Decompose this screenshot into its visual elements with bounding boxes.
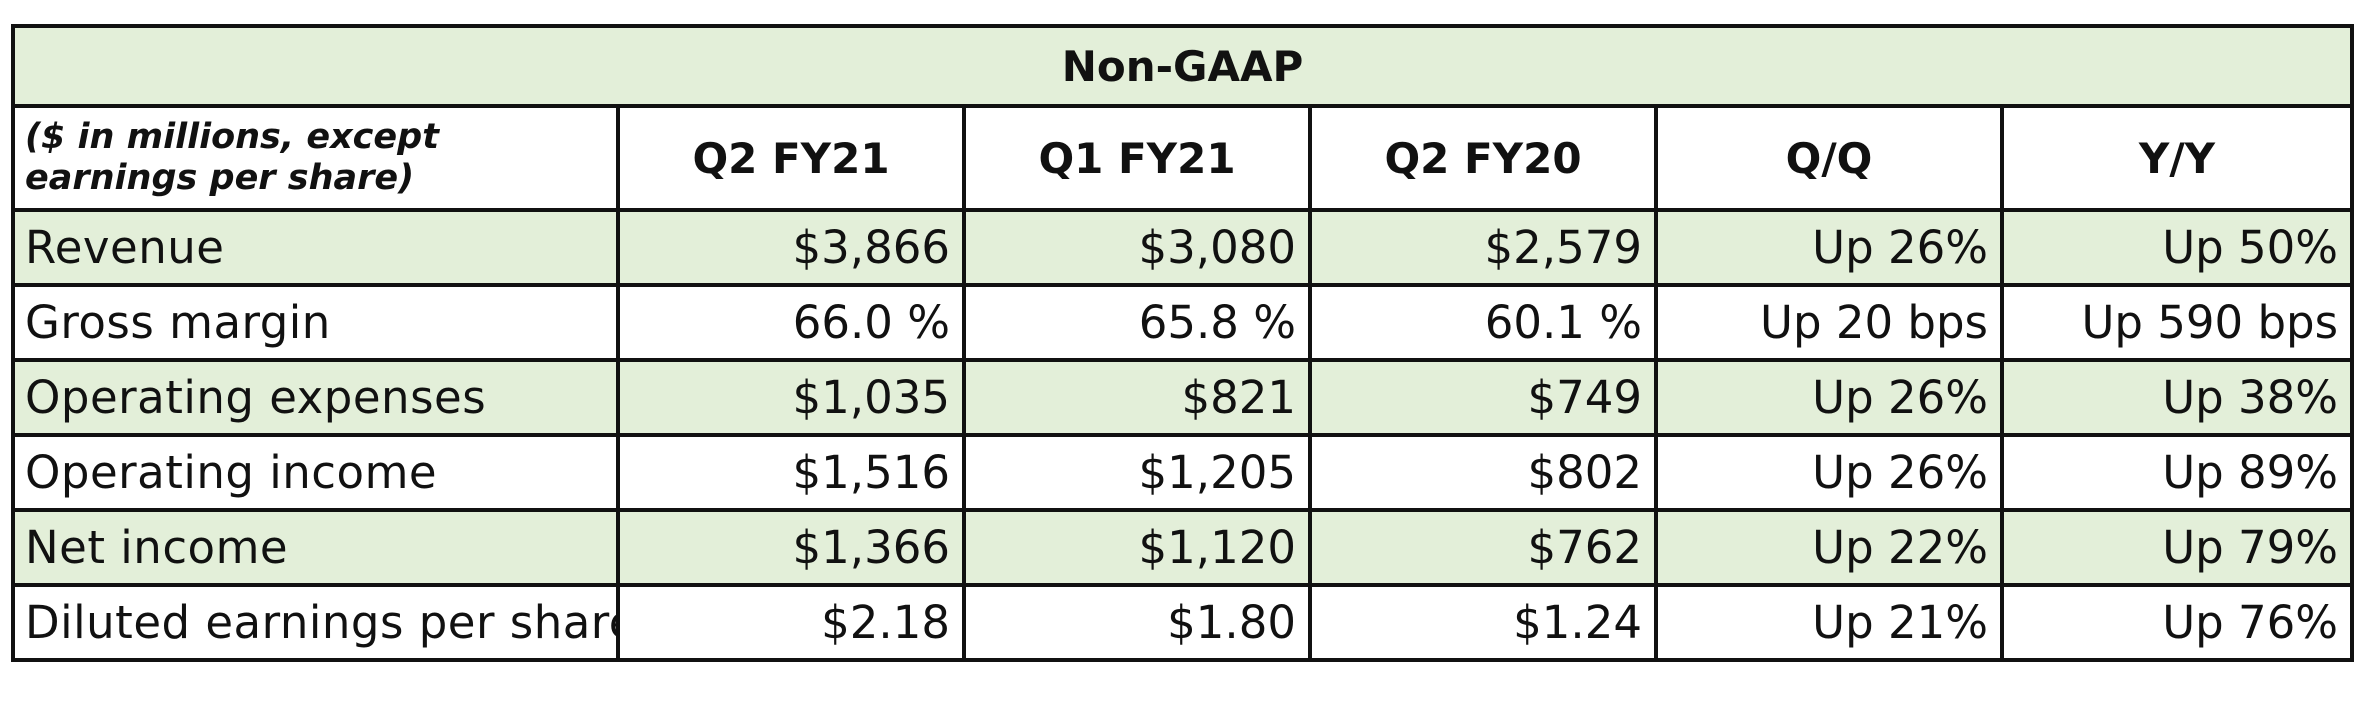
row-label: Operating expenses [11, 358, 620, 437]
column-header-q2-fy20: Q2 FY20 [1308, 104, 1658, 212]
row-label: Diluted earnings per share [11, 583, 620, 662]
cell-value: $1.24 [1308, 583, 1658, 662]
column-header-yy: Y/Y [1999, 104, 2355, 212]
cell-value: Up 26% [1654, 433, 2004, 512]
column-header-qq: Q/Q [1654, 104, 2004, 212]
cell-value: Up 50% [1999, 208, 2355, 287]
cell-value: $2.18 [616, 583, 966, 662]
cell-value: $802 [1308, 433, 1658, 512]
cell-value: 60.1 % [1308, 283, 1658, 362]
cell-value: $2,579 [1308, 208, 1658, 287]
cell-value: $1.80 [962, 583, 1312, 662]
cell-value: Up 89% [1999, 433, 2355, 512]
row-label: Revenue [11, 208, 620, 287]
cell-value: Up 26% [1654, 358, 2004, 437]
cell-value: 65.8 % [962, 283, 1312, 362]
cell-value: Up 38% [1999, 358, 2355, 437]
row-label: Operating income [11, 433, 620, 512]
column-header-q1-fy21: Q1 FY21 [962, 104, 1312, 212]
title-row: Non-GAAP [10, 24, 2355, 108]
table-title: Non-GAAP [10, 24, 2355, 108]
cell-value: $3,080 [962, 208, 1312, 287]
cell-value: Up 26% [1654, 208, 2004, 287]
cell-value: Up 21% [1654, 583, 2004, 662]
header-row: ($ in millions, except earnings per shar… [11, 104, 2355, 212]
cell-value: $3,866 [616, 208, 966, 287]
cell-value: Up 590 bps [1999, 283, 2355, 362]
cell-value: $749 [1308, 358, 1658, 437]
financial-table-container: Non-GAAP ($ in millions, except earnings… [10, 24, 2355, 662]
cell-value: $1,120 [962, 508, 1312, 587]
cell-value: $1,516 [616, 433, 966, 512]
cell-value: $1,205 [962, 433, 1312, 512]
row-label: Net income [11, 508, 620, 587]
row-label: Gross margin [11, 283, 620, 362]
table-row: Operating income $1,516 $1,205 $802 Up 2… [11, 433, 2355, 512]
units-note: ($ in millions, except earnings per shar… [11, 104, 620, 212]
non-gaap-table: Non-GAAP ($ in millions, except earnings… [10, 24, 2355, 662]
cell-value: 66.0 % [616, 283, 966, 362]
table-row: Net income $1,366 $1,120 $762 Up 22% Up … [11, 508, 2355, 587]
cell-value: Up 20 bps [1654, 283, 2004, 362]
table-row: Revenue $3,866 $3,080 $2,579 Up 26% Up 5… [11, 208, 2355, 287]
cell-value: $1,035 [616, 358, 966, 437]
cell-value: Up 22% [1654, 508, 2004, 587]
table-row: Gross margin 66.0 % 65.8 % 60.1 % Up 20 … [11, 283, 2355, 362]
cell-value: $1,366 [616, 508, 966, 587]
column-header-q2-fy21: Q2 FY21 [616, 104, 966, 212]
cell-value: $762 [1308, 508, 1658, 587]
table-row: Diluted earnings per share $2.18 $1.80 $… [11, 583, 2355, 662]
cell-value: Up 76% [1999, 583, 2355, 662]
cell-value: Up 79% [1999, 508, 2355, 587]
table-row: Operating expenses $1,035 $821 $749 Up 2… [11, 358, 2355, 437]
cell-value: $821 [962, 358, 1312, 437]
